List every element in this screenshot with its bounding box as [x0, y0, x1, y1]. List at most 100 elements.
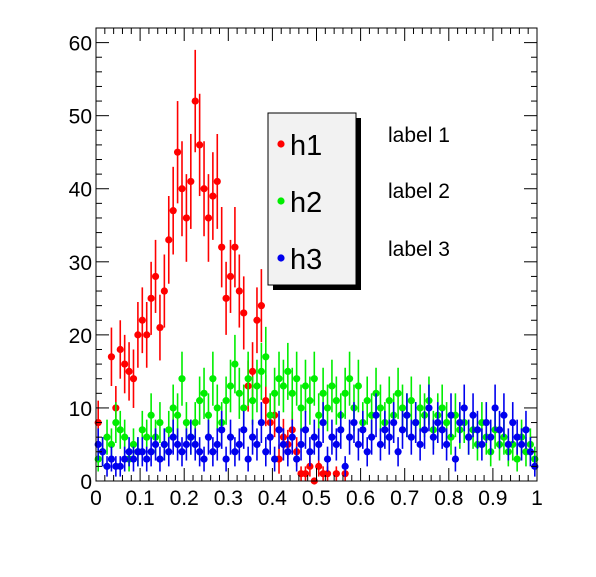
data-point	[412, 418, 420, 427]
data-point	[297, 440, 305, 449]
data-point	[354, 440, 362, 449]
data-point	[213, 177, 221, 186]
data-point	[173, 440, 182, 449]
data-point	[169, 433, 177, 441]
data-point	[160, 287, 168, 295]
data-point	[99, 448, 107, 456]
data-point	[213, 440, 221, 449]
data-point	[116, 345, 124, 354]
data-point	[390, 418, 398, 427]
data-point	[442, 418, 451, 427]
data-point	[398, 404, 407, 412]
data-point	[200, 455, 208, 463]
data-point	[213, 404, 221, 412]
data-point	[368, 433, 376, 441]
x-tick-label: 1	[531, 487, 543, 510]
data-point	[103, 462, 111, 470]
data-point	[465, 433, 473, 441]
data-point	[121, 360, 129, 368]
data-point	[138, 426, 146, 434]
data-point	[200, 185, 208, 193]
data-point	[526, 448, 534, 456]
data-point	[248, 397, 257, 405]
x-tick-label: 0.7	[390, 487, 419, 510]
data-point	[425, 404, 433, 412]
series-layer	[94, 49, 539, 485]
data-point	[394, 448, 402, 456]
data-point	[345, 375, 354, 383]
data-point	[500, 411, 508, 419]
data-point	[160, 440, 168, 449]
data-point	[151, 440, 160, 449]
data-point	[196, 448, 204, 456]
data-point	[231, 360, 239, 368]
data-point	[288, 433, 296, 441]
data-point	[125, 367, 133, 376]
data-point	[178, 375, 186, 383]
data-point	[138, 448, 146, 456]
x-tick-label: 0.9	[478, 487, 507, 510]
data-point	[275, 426, 283, 434]
data-point	[222, 455, 230, 463]
data-point	[257, 418, 265, 427]
legend-marker-h2	[277, 197, 285, 205]
data-point	[350, 418, 358, 427]
data-point	[231, 448, 239, 456]
data-point	[359, 426, 367, 434]
data-point	[231, 243, 239, 251]
data-point	[209, 375, 217, 383]
x-tick-label: 0.2	[170, 487, 199, 510]
x-tick-label: 0.5	[302, 487, 331, 510]
data-point	[143, 331, 151, 339]
data-point	[209, 192, 217, 200]
data-point	[482, 418, 490, 427]
data-point	[235, 440, 243, 449]
data-point	[328, 382, 336, 390]
data-point	[156, 455, 164, 463]
data-point	[434, 418, 442, 427]
data-point	[460, 404, 468, 412]
legend: h1 h2 h3	[267, 112, 361, 290]
data-point	[218, 243, 226, 251]
data-point	[129, 440, 138, 449]
data-point	[447, 411, 455, 419]
data-point	[257, 302, 265, 310]
data-point	[438, 426, 446, 434]
data-point	[191, 97, 199, 105]
data-point	[284, 367, 292, 376]
data-point	[372, 411, 380, 419]
data-point	[204, 214, 213, 222]
y-tick-label: 30	[69, 252, 92, 275]
data-point	[491, 404, 499, 412]
data-point	[253, 316, 261, 324]
data-point	[156, 323, 164, 332]
data-point	[315, 440, 323, 449]
annotations: label 1 label 2 label 3	[388, 124, 450, 261]
data-point	[456, 418, 464, 427]
data-point	[522, 426, 530, 434]
data-point	[473, 426, 482, 434]
y-tick-label: 0	[80, 471, 92, 494]
data-point	[121, 455, 129, 463]
data-point	[319, 418, 327, 427]
y-tick-label: 60	[69, 33, 92, 56]
data-point	[204, 411, 213, 419]
data-point	[107, 440, 116, 449]
y-tick-label: 40	[69, 179, 92, 202]
data-point	[293, 455, 301, 463]
data-point	[103, 433, 111, 441]
annotation-label: label 1	[388, 124, 450, 147]
data-point	[301, 426, 310, 434]
data-point	[182, 214, 191, 222]
data-point	[442, 440, 451, 449]
data-point	[376, 404, 385, 412]
data-point	[248, 433, 257, 441]
data-point	[279, 440, 288, 449]
data-point	[429, 433, 437, 441]
data-point	[416, 440, 424, 449]
data-point	[240, 426, 248, 434]
data-point	[235, 389, 243, 397]
data-point	[293, 375, 301, 383]
data-point	[398, 426, 407, 434]
y-axis: 0 10 20 30 40 50 60	[69, 27, 537, 494]
